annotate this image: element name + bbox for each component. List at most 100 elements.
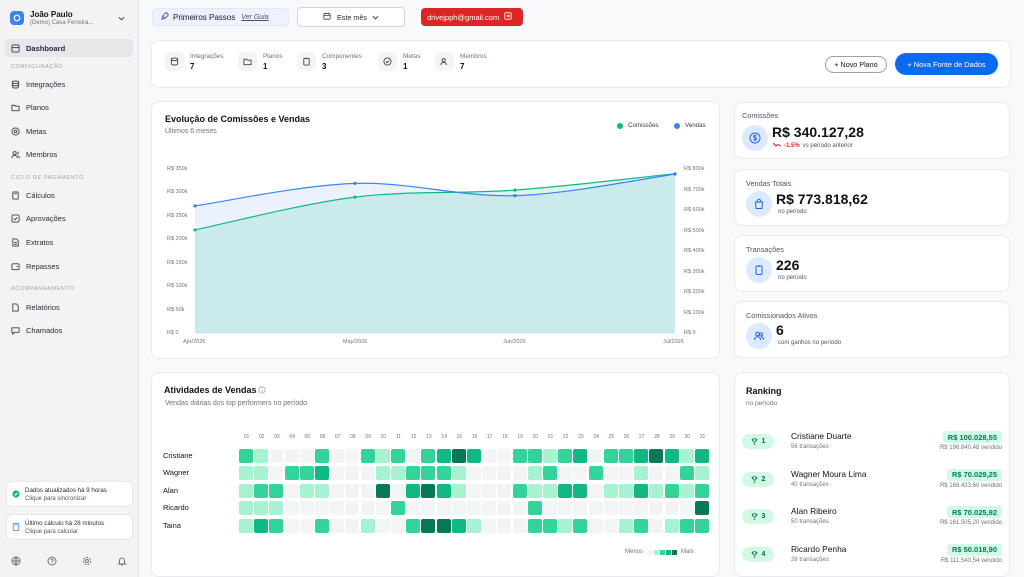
heatmap-cell[interactable] (467, 518, 481, 533)
heatmap-cell[interactable] (573, 466, 588, 481)
heatmap-cell[interactable] (406, 466, 421, 481)
sidebar-item-reports[interactable]: Relatórios (5, 298, 133, 316)
heatmap-cell[interactable] (345, 466, 360, 481)
heatmap-cell[interactable] (588, 501, 603, 516)
rank-person-name[interactable]: Wagner Moura Lima (791, 468, 867, 479)
heatmap-cell[interactable] (679, 466, 694, 481)
sidebar-item-dashboard[interactable]: Dashboard (5, 39, 133, 57)
heatmap-cell[interactable] (558, 518, 573, 533)
heatmap-cell[interactable] (512, 449, 527, 463)
calc-notice[interactable]: Último cálculo há 28 minutos Clique para… (6, 514, 133, 540)
new-plan-button[interactable]: + Novo Plano (825, 56, 887, 73)
stat-plans[interactable]: Planos 1 (238, 52, 283, 71)
heatmap-cell[interactable] (634, 449, 649, 463)
heatmap-cell[interactable] (299, 501, 314, 516)
info-icon[interactable] (258, 386, 266, 396)
heatmap-cell[interactable] (315, 518, 329, 533)
stat-integrations[interactable]: Integrações 7 (165, 52, 223, 71)
heatmap-cell[interactable] (679, 483, 694, 498)
heatmap-cell[interactable] (467, 483, 481, 498)
heatmap-cell[interactable] (664, 449, 679, 463)
heatmap-cell[interactable] (558, 466, 573, 481)
heatmap-cell[interactable] (512, 483, 527, 498)
help-icon[interactable] (47, 556, 57, 568)
heatmap-cell[interactable] (588, 466, 603, 481)
heatmap-cell[interactable] (664, 483, 679, 498)
heatmap-cell[interactable] (603, 483, 618, 498)
heatmap-cell[interactable] (664, 518, 679, 533)
heatmap-cell[interactable] (269, 501, 284, 516)
heatmap-cell[interactable] (558, 449, 573, 463)
heatmap-cell[interactable] (497, 466, 512, 481)
heatmap-cell[interactable] (254, 501, 269, 516)
heatmap-cell[interactable] (482, 466, 497, 481)
heatmap-cell[interactable] (239, 483, 253, 498)
sidebar-item-calculations[interactable]: Cálculos (5, 186, 133, 204)
heatmap-cell[interactable] (573, 483, 588, 498)
heatmap-cell[interactable] (269, 449, 284, 463)
heatmap-cell[interactable] (360, 483, 375, 498)
heatmap-cell[interactable] (679, 518, 694, 533)
heatmap-cell[interactable] (649, 483, 664, 498)
globe-icon[interactable] (11, 556, 21, 568)
heatmap-cell[interactable] (239, 501, 253, 516)
heatmap-cell[interactable] (239, 466, 253, 481)
heatmap-cell[interactable] (634, 466, 649, 481)
heatmap-cell[interactable] (239, 518, 253, 533)
heatmap-cell[interactable] (467, 466, 481, 481)
heatmap-cell[interactable] (695, 501, 709, 516)
rank-person-name[interactable]: Alan Ribeiro (791, 506, 837, 516)
heatmap-cell[interactable] (299, 466, 314, 481)
heatmap-cell[interactable] (634, 501, 649, 516)
heatmap-cell[interactable] (330, 501, 345, 516)
heatmap-cell[interactable] (527, 449, 542, 463)
heatmap-cell[interactable] (330, 449, 345, 463)
heatmap-cell[interactable] (543, 466, 557, 481)
heatmap-cell[interactable] (634, 483, 649, 498)
sidebar-item-goals[interactable]: Metas (5, 122, 133, 140)
heatmap-cell[interactable] (391, 449, 405, 463)
heatmap-cell[interactable] (315, 449, 329, 463)
heatmap-cell[interactable] (360, 466, 375, 481)
stat-members[interactable]: Membros 7 (435, 52, 487, 71)
heatmap-cell[interactable] (619, 449, 633, 463)
heatmap-cell[interactable] (345, 449, 360, 463)
heatmap-cell[interactable] (497, 449, 512, 463)
heatmap-cell[interactable] (239, 449, 253, 463)
heatmap-cell[interactable] (436, 518, 451, 533)
heatmap-cell[interactable] (406, 501, 421, 516)
heatmap-cell[interactable] (330, 518, 345, 533)
heatmap-cell[interactable] (543, 501, 557, 516)
heatmap-cell[interactable] (375, 483, 390, 498)
heatmap-cell[interactable] (375, 466, 390, 481)
heatmap-cell[interactable] (269, 466, 284, 481)
heatmap-cell[interactable] (558, 483, 573, 498)
heatmap-cell[interactable] (603, 518, 618, 533)
heatmap-cell[interactable] (695, 466, 709, 481)
heatmap-cell[interactable] (254, 518, 269, 533)
heatmap-cell[interactable] (482, 518, 497, 533)
heatmap-cell[interactable] (451, 518, 466, 533)
heatmap-cell[interactable] (664, 466, 679, 481)
heatmap-cell[interactable] (391, 518, 405, 533)
heatmap-cell[interactable] (406, 449, 421, 463)
heatmap-cell[interactable] (558, 501, 573, 516)
heatmap-cell[interactable] (345, 501, 360, 516)
heatmap-cell[interactable] (330, 483, 345, 498)
heatmap-cell[interactable] (512, 501, 527, 516)
heatmap-cell[interactable] (649, 501, 664, 516)
heatmap-cell[interactable] (269, 483, 284, 498)
heatmap-cell[interactable] (375, 449, 390, 463)
heatmap-cell[interactable] (619, 466, 633, 481)
heatmap-cell[interactable] (315, 501, 329, 516)
heatmap-cell[interactable] (527, 501, 542, 516)
sidebar-item-members[interactable]: Membros (5, 145, 133, 163)
sidebar-item-statements[interactable]: Extratos (5, 233, 133, 251)
heatmap-cell[interactable] (421, 483, 436, 498)
heatmap-cell[interactable] (649, 518, 664, 533)
heatmap-cell[interactable] (588, 483, 603, 498)
heatmap-cell[interactable] (360, 449, 375, 463)
heatmap-cell[interactable] (497, 501, 512, 516)
heatmap-cell[interactable] (299, 518, 314, 533)
heatmap-cell[interactable] (284, 449, 299, 463)
